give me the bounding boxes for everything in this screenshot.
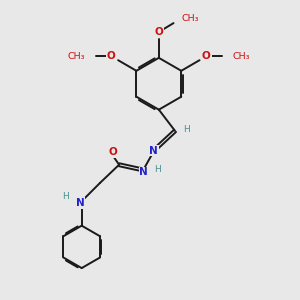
Text: H: H [154,165,161,174]
Text: N: N [76,198,85,208]
Text: O: O [108,147,117,158]
Text: N: N [149,146,158,156]
Text: H: H [63,192,69,201]
Text: CH₃: CH₃ [68,52,85,61]
Text: CH₃: CH₃ [233,52,250,61]
Text: N: N [140,167,148,177]
Text: O: O [202,51,211,61]
Text: CH₃: CH₃ [182,14,199,23]
Text: H: H [183,125,190,134]
Text: O: O [154,27,163,37]
Text: O: O [107,51,116,61]
